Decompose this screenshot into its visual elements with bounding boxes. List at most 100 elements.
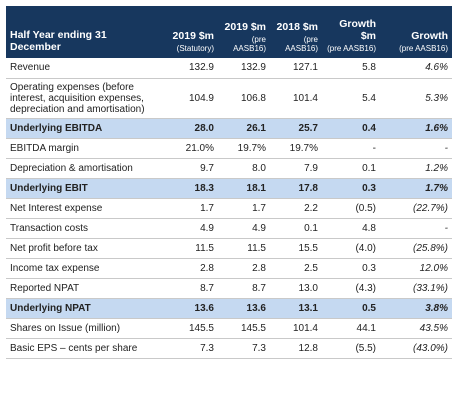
table-row: Revenue 132.9 132.9 127.1 5.8 4.6% (6, 58, 452, 79)
value-cell: 4.8 (322, 218, 380, 239)
value-cell: 0.5 (322, 298, 380, 319)
value-cell: 0.3 (322, 178, 380, 199)
table-row: Income tax expense 2.8 2.8 2.5 0.3 12.0% (6, 258, 452, 279)
row-label: Net Interest expense (6, 198, 158, 219)
value-cell: 132.9 (158, 58, 218, 79)
value-cell: 0.1 (322, 158, 380, 179)
value-cell: 1.7 (218, 198, 270, 219)
row-label: Depreciation & amortisation (6, 158, 158, 179)
table-row: Net profit before tax 11.5 11.5 15.5 (4.0) (2… (6, 238, 452, 259)
table-row: EBITDA margin 21.0% 19.7% 19.7% - - (6, 138, 452, 159)
value-cell: 8.7 (158, 278, 218, 299)
row-label: Reported NPAT (6, 278, 158, 299)
value-cell: 7.3 (218, 338, 270, 359)
value-cell: 3.8% (380, 298, 452, 319)
row-label: Income tax expense (6, 258, 158, 279)
table-row: Basic EPS – cents per share 7.3 7.3 12.8 (5.… (6, 338, 452, 359)
row-label: Net profit before tax (6, 238, 158, 259)
value-cell: 145.5 (218, 318, 270, 339)
value-cell: 21.0% (158, 138, 218, 159)
row-label: Operating expenses (before interest, acq… (6, 78, 158, 119)
header-cell: 2018 $m (pre AASB16) (270, 6, 322, 58)
value-cell: 13.1 (270, 298, 322, 319)
header-title: Half Year ending 31 December (10, 29, 107, 53)
value-cell: 0.3 (322, 258, 380, 279)
value-cell: (5.5) (322, 338, 380, 359)
value-cell: 12.0% (380, 258, 452, 279)
value-cell: 1.2% (380, 158, 452, 179)
header-subtitle: (pre AASB16) (399, 44, 448, 53)
value-cell: 11.5 (218, 238, 270, 259)
value-cell: 145.5 (158, 318, 218, 339)
header-cell: Growth (pre AASB16) (380, 6, 452, 58)
financial-table: Half Year ending 31 December 2019 $m (Stat… (6, 6, 452, 359)
header-subtitle: (pre AASB16) (233, 35, 266, 53)
value-cell: 132.9 (218, 58, 270, 79)
value-cell: 2.8 (218, 258, 270, 279)
row-label: Basic EPS – cents per share (6, 338, 158, 359)
value-cell: 18.3 (158, 178, 218, 199)
header-title: 2019 $m (172, 30, 214, 42)
financial-table-container: Half Year ending 31 December 2019 $m (Stat… (6, 6, 452, 359)
value-cell: 104.9 (158, 78, 218, 119)
value-cell: 4.9 (158, 218, 218, 239)
table-row: Transaction costs 4.9 4.9 0.1 4.8- (6, 218, 452, 239)
value-cell: 8.0 (218, 158, 270, 179)
value-cell: (4.0) (322, 238, 380, 259)
value-cell: 5.3% (380, 78, 452, 119)
value-cell: 2.8 (158, 258, 218, 279)
value-cell: 26.1 (218, 118, 270, 139)
header-title: Growth (411, 30, 448, 42)
header-row: Half Year ending 31 December 2019 $m (Stat… (6, 6, 452, 58)
header-cell: 2019 $m (pre AASB16) (218, 6, 270, 58)
header-cell: 2019 $m (Statutory) (158, 6, 218, 58)
value-cell: 1.7% (380, 178, 452, 199)
value-cell: 5.8 (322, 58, 380, 79)
value-cell: 44.1 (322, 318, 380, 339)
table-row: Shares on Issue (million) 145.5 145.5 101.4… (6, 318, 452, 339)
value-cell: (0.5) (322, 198, 380, 219)
value-cell: 7.3 (158, 338, 218, 359)
value-cell: (4.3) (322, 278, 380, 299)
value-cell: 0.1 (270, 218, 322, 239)
table-row: Reported NPAT 8.7 8.7 13.0 (4.3) (33.1%) (6, 278, 452, 299)
value-cell: 19.7% (218, 138, 270, 159)
highlight-row: Underlying NPAT 13.6 13.6 13.1 0.5 3.8% (6, 298, 452, 319)
table-row: Depreciation & amortisation 9.7 8.0 7.9 0.1 1… (6, 158, 452, 179)
value-cell: 2.5 (270, 258, 322, 279)
value-cell: 1.6% (380, 118, 452, 139)
value-cell: 17.8 (270, 178, 322, 199)
value-cell: - (380, 138, 452, 159)
value-cell: 1.7 (158, 198, 218, 219)
value-cell: 5.4 (322, 78, 380, 119)
value-cell: 7.9 (270, 158, 322, 179)
header-cell: Growth $m (pre AASB16) (322, 6, 380, 58)
row-label: Transaction costs (6, 218, 158, 239)
row-label: EBITDA margin (6, 138, 158, 159)
table-row: Net Interest expense 1.7 1.7 2.2 (0.5) (22.7%… (6, 198, 452, 219)
value-cell: 25.7 (270, 118, 322, 139)
highlight-row: Underlying EBIT 18.3 18.1 17.8 0.3 1.7% (6, 178, 452, 199)
value-cell: 13.6 (218, 298, 270, 319)
highlight-row: Underlying EBITDA 28.0 26.1 25.7 0.4 1.6% (6, 118, 452, 139)
value-cell: 28.0 (158, 118, 218, 139)
value-cell: - (322, 138, 380, 159)
row-label: Underlying NPAT (6, 298, 158, 319)
value-cell: (22.7%) (380, 198, 452, 219)
value-cell: 127.1 (270, 58, 322, 79)
header-subtitle: (Statutory) (176, 44, 214, 53)
header-title: 2018 $m (276, 21, 318, 33)
value-cell: 11.5 (158, 238, 218, 259)
row-label: Underlying EBITDA (6, 118, 158, 139)
value-cell: (33.1%) (380, 278, 452, 299)
value-cell: (25.8%) (380, 238, 452, 259)
header-title: Growth $m (339, 18, 376, 42)
value-cell: 4.6% (380, 58, 452, 79)
header-cell: Half Year ending 31 December (6, 6, 158, 58)
header-subtitle: (pre AASB16) (327, 44, 376, 53)
value-cell: 106.8 (218, 78, 270, 119)
value-cell: 8.7 (218, 278, 270, 299)
value-cell: 9.7 (158, 158, 218, 179)
value-cell: - (380, 218, 452, 239)
